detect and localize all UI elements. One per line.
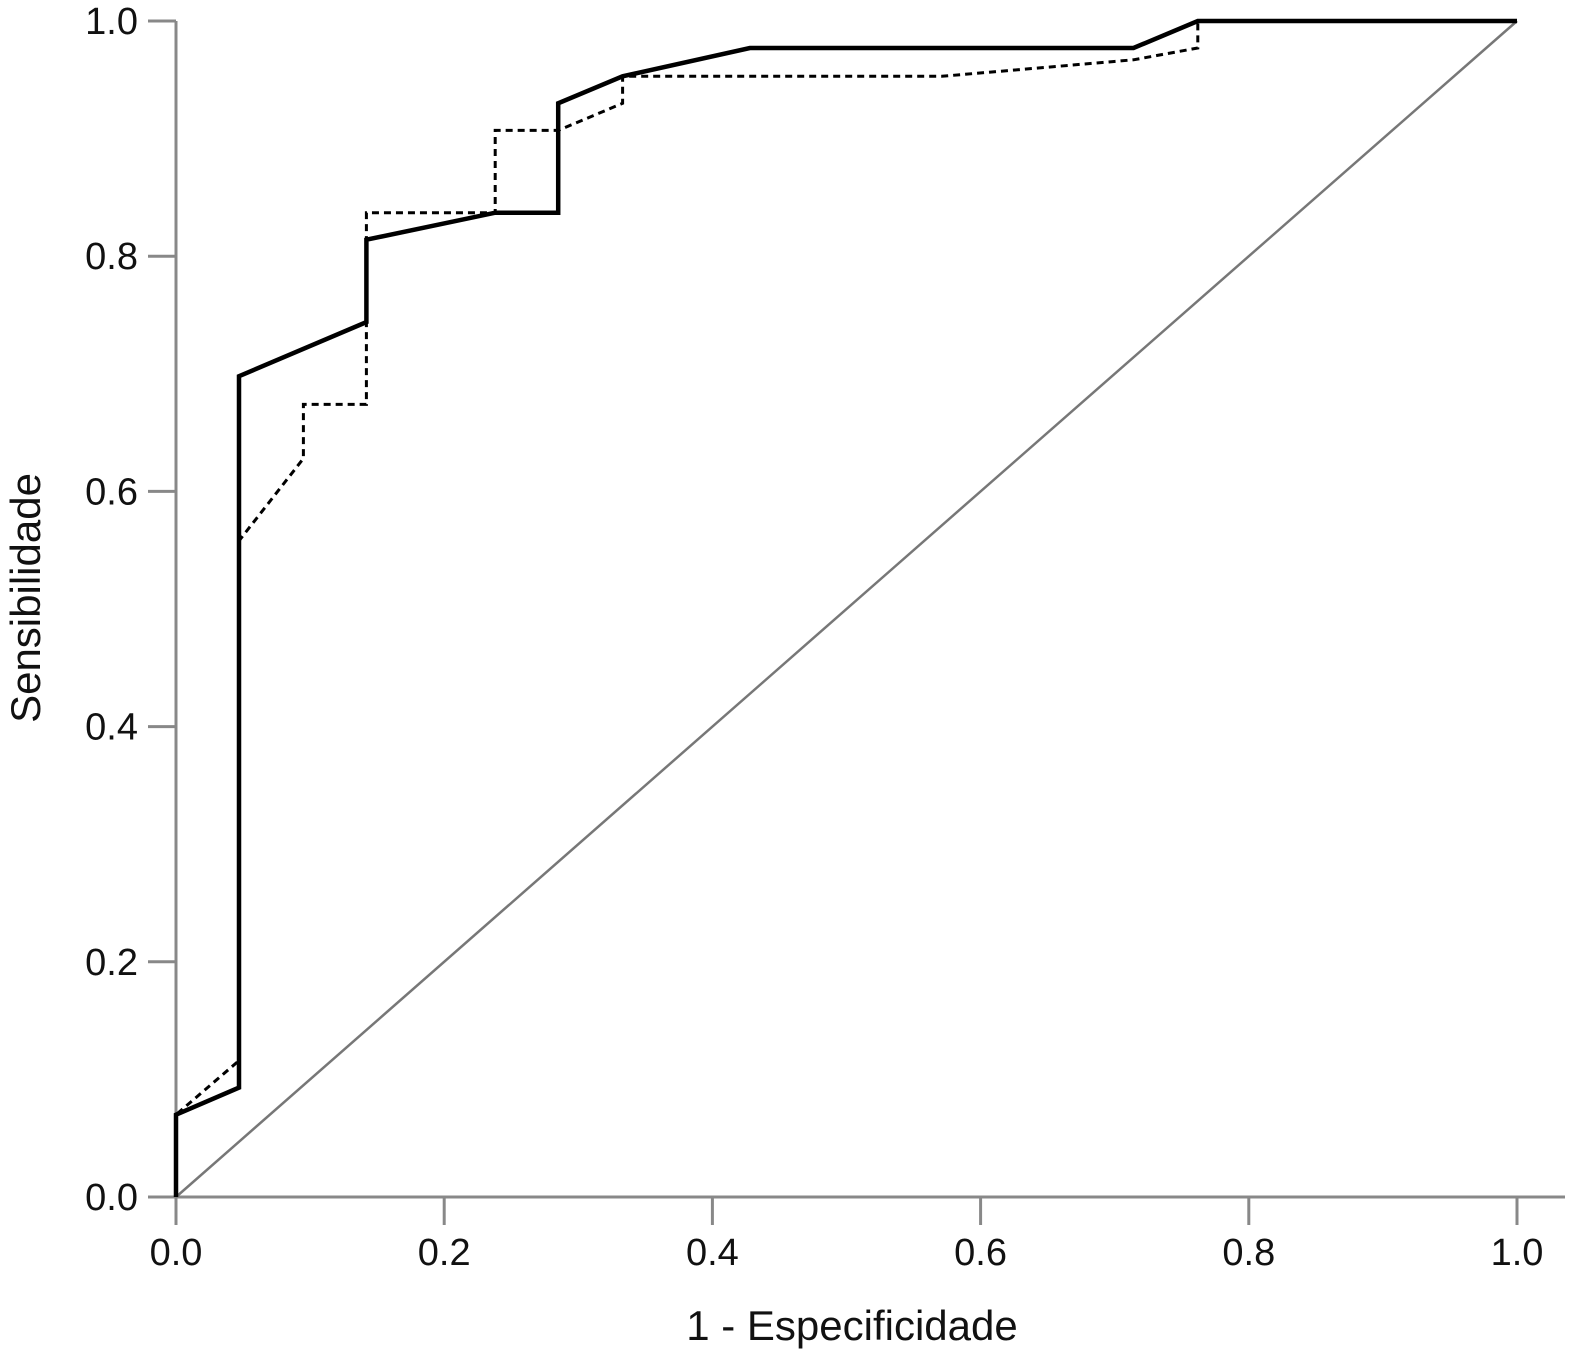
x-tick-label: 0.0 [150, 1232, 203, 1274]
y-axis-title: Sensibilidade [2, 473, 49, 723]
roc-curve-solid [173, 18, 1517, 1197]
tick-labels: 0.0 0.2 0.4 0.6 0.8 1.0 0.0 0.2 0.4 0.6 0.8 1.0 [85, 1, 1543, 1274]
y-tick-label: 0.2 [85, 942, 138, 984]
series-layer [173, 18, 1518, 1198]
x-tick-label: 0.6 [954, 1232, 1007, 1274]
x-tick-label: 1.0 [1491, 1232, 1544, 1274]
y-tick-label: 0.0 [85, 1177, 138, 1219]
y-tick-label: 0.4 [85, 707, 138, 749]
y-tick-label: 0.8 [85, 236, 138, 278]
x-axis-title: 1 - Especificidade [686, 1302, 1018, 1349]
x-tick-label: 0.2 [418, 1232, 471, 1274]
reference-diagonal [175, 20, 1518, 1198]
x-tick-label: 0.4 [686, 1232, 739, 1274]
axes [148, 19, 1565, 1225]
y-tick-label: 0.6 [85, 471, 138, 513]
y-tick-label: 1.0 [85, 1, 138, 43]
x-tick-label: 0.8 [1222, 1232, 1275, 1274]
